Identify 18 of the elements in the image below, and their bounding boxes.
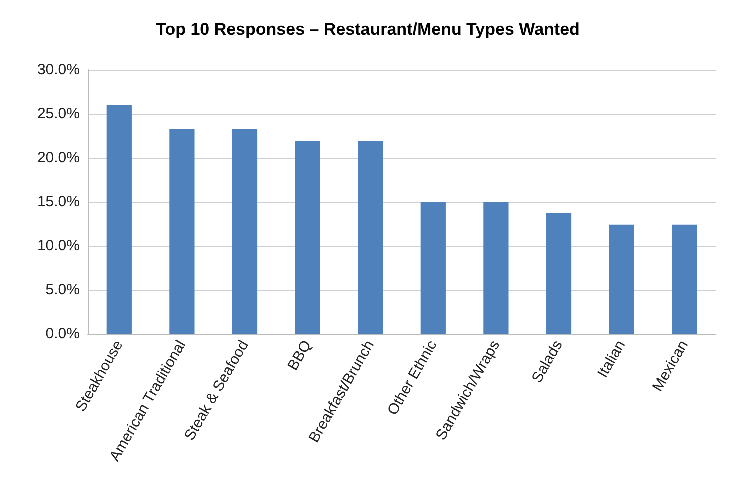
bar — [106, 105, 132, 334]
bar — [420, 202, 446, 334]
y-tick-label: 25.0% — [37, 106, 80, 122]
bar — [170, 128, 195, 334]
bar — [609, 224, 634, 334]
y-tick-label: 5.0% — [46, 282, 80, 298]
bar — [484, 202, 509, 334]
y-tick-label: 10.0% — [37, 238, 80, 254]
bar — [232, 128, 258, 334]
y-tick-label: 0.0% — [46, 326, 80, 342]
bar — [358, 141, 384, 334]
y-tick-label: 20.0% — [37, 150, 80, 166]
y-tick-label: 30.0% — [37, 62, 80, 78]
bar — [672, 224, 698, 334]
chart-title: Top 10 Responses – Restaurant/Menu Types Wanted — [156, 20, 580, 39]
y-tick-label: 15.0% — [37, 194, 80, 210]
bar — [295, 141, 320, 334]
bar — [546, 213, 572, 334]
